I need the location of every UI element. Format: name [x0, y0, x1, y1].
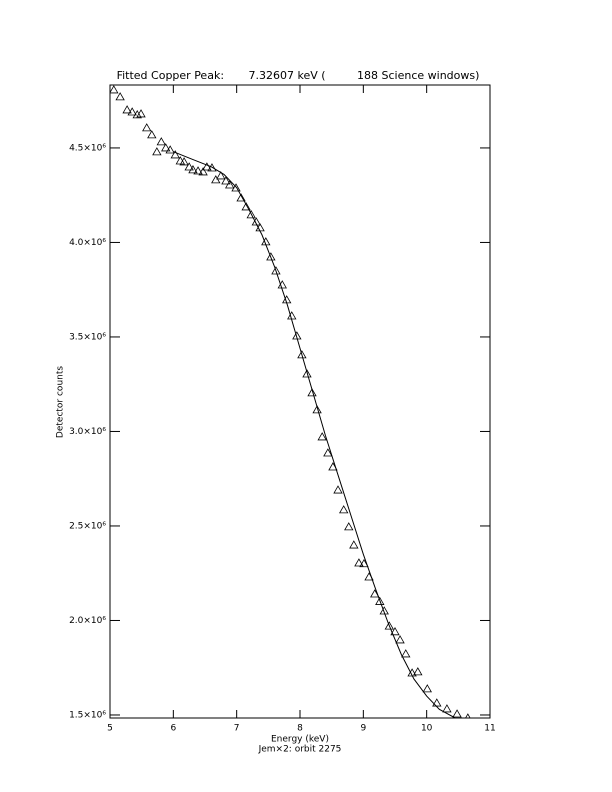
data-point: [379, 606, 389, 615]
data-point: [207, 163, 217, 172]
data-point: [202, 162, 212, 171]
y-tick-label: 4.5×10⁶: [69, 143, 106, 153]
data-point: [136, 109, 146, 118]
y-tick-label: 1.5×10⁶: [69, 710, 106, 720]
data-point: [216, 171, 226, 180]
data-point: [246, 210, 256, 219]
data-point: [165, 145, 175, 154]
x-tick-label: 6: [170, 724, 176, 734]
data-point: [110, 85, 119, 94]
data-point: [344, 522, 354, 531]
x-axis-label: Energy (keV): [271, 735, 329, 745]
data-point: [179, 157, 189, 166]
x-tick-label: 11: [484, 724, 495, 734]
data-point: [333, 485, 343, 494]
data-point: [236, 193, 246, 202]
data-point: [307, 388, 317, 397]
data-point: [312, 405, 322, 414]
data-point: [413, 667, 423, 676]
data-point: [401, 649, 411, 658]
data-point: [266, 252, 276, 261]
data-point: [395, 635, 405, 644]
data-point: [390, 627, 400, 636]
data-point: [184, 162, 194, 171]
data-point: [302, 369, 312, 378]
y-axis-label: Detector counts: [56, 366, 66, 438]
data-point: [188, 165, 198, 174]
x-tick-label: 7: [234, 724, 240, 734]
data-point: [142, 123, 152, 132]
plot-area: [110, 85, 471, 718]
data-point: [354, 558, 364, 567]
chart-title: Fitted Copper Peak: 7.32607 keV ( 188 Sc…: [117, 69, 480, 82]
data-point: [422, 684, 432, 693]
x-tick-label: 10: [421, 724, 433, 734]
data-point: [132, 110, 142, 119]
x-tick-label: 5: [107, 724, 113, 734]
data-point: [323, 448, 333, 457]
x-tick-label: 9: [360, 724, 366, 734]
data-point: [147, 130, 157, 139]
data-point: [198, 167, 208, 176]
data-point: [317, 432, 327, 441]
data-point: [211, 175, 221, 184]
data-point: [339, 505, 349, 514]
x-tick-label: 8: [297, 724, 303, 734]
data-point: [375, 596, 385, 605]
data-point: [251, 217, 261, 226]
data-point: [452, 709, 462, 718]
fit-line: [173, 151, 456, 718]
data-point: [271, 266, 281, 275]
data-point: [432, 698, 442, 707]
data-point: [161, 143, 171, 152]
data-point: [122, 105, 132, 114]
data-point: [384, 621, 394, 630]
data-point: [152, 147, 162, 156]
data-point: [297, 350, 307, 359]
plot-frame: [109, 84, 491, 719]
data-point: [241, 202, 251, 211]
data-point: [465, 713, 471, 718]
data-point: [115, 92, 125, 101]
data-point: [225, 180, 235, 189]
y-tick-label: 3.0×10⁶: [69, 427, 106, 437]
data-point: [349, 540, 359, 549]
data-point: [193, 166, 203, 175]
data-point: [287, 311, 297, 320]
data-point: [170, 150, 180, 159]
y-tick-label: 2.5×10⁶: [69, 521, 106, 531]
data-point: [156, 137, 166, 146]
data-point: [442, 704, 452, 713]
data-point: [127, 107, 137, 116]
y-tick-label: 4.0×10⁶: [69, 238, 106, 248]
subtitle: Jem×2: orbit 2275: [258, 745, 342, 755]
data-point: [231, 183, 241, 192]
y-tick-label: 2.0×10⁶: [69, 616, 106, 626]
y-tick-label: 3.5×10⁶: [69, 332, 106, 342]
data-point: [221, 176, 231, 185]
